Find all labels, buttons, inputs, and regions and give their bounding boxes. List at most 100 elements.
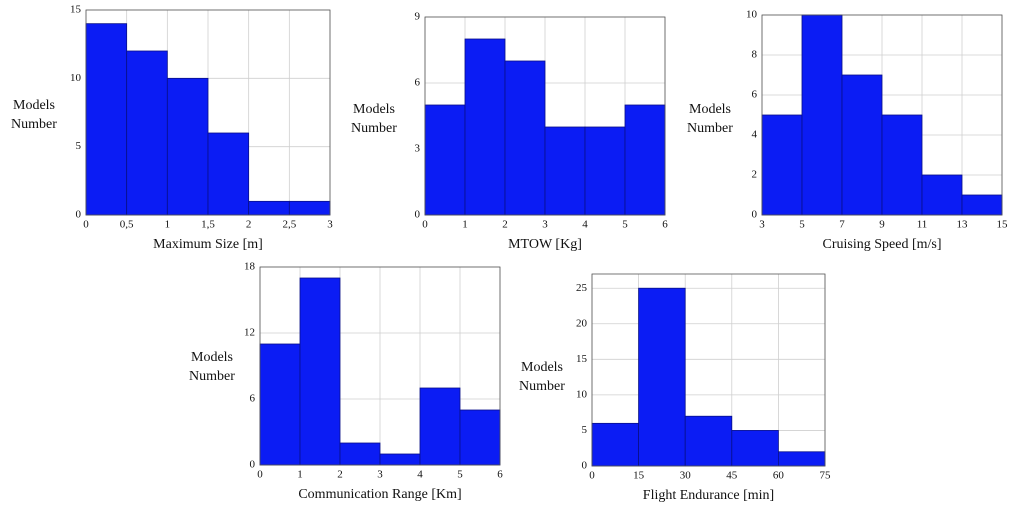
bar (731, 430, 779, 467)
x-axis-label: Flight Endurance [min] (643, 488, 774, 503)
bar (126, 50, 168, 216)
bar (288, 200, 331, 216)
y-tick-label: 20 (576, 317, 588, 329)
x-tick-label: 75 (820, 470, 832, 482)
x-tick-label: 4 (417, 469, 423, 481)
x-tick-label: 5 (457, 469, 463, 481)
bar (85, 23, 128, 216)
bar (584, 126, 626, 216)
y-axis-label: Models Number (351, 102, 397, 136)
x-axis-label: Maximum Size [m] (153, 237, 263, 252)
x-tick-label: 5 (799, 219, 805, 231)
bar (379, 453, 421, 466)
y-tick-label: 12 (244, 327, 255, 339)
y-tick-label: 4 (752, 129, 758, 141)
bar (624, 104, 666, 216)
y-tick-label: 0 (76, 209, 82, 221)
bar (299, 277, 341, 466)
y-tick-label: 10 (576, 388, 588, 400)
x-tick-label: 60 (773, 470, 785, 482)
x-tick-label: 15 (997, 219, 1009, 231)
x-tick-label: 0 (83, 219, 89, 231)
x-tick-label: 2 (502, 219, 508, 231)
y-tick-label: 5 (582, 424, 588, 436)
plot-frame (591, 273, 826, 467)
x-tick-label: 2,5 (282, 219, 296, 231)
bar (591, 422, 639, 467)
x-axis-label: Communication Range [Km] (298, 487, 461, 502)
y-tick-label: 25 (576, 282, 588, 294)
bar (459, 409, 501, 466)
plot-frame (259, 266, 501, 466)
bar (207, 132, 250, 216)
x-tick-label: 0 (422, 219, 428, 231)
bar (544, 126, 586, 216)
y-axis-label: Models Number (189, 350, 235, 384)
y-tick-label: 0 (582, 460, 588, 472)
x-tick-label: 9 (879, 219, 885, 231)
x-tick-label: 6 (497, 469, 503, 481)
y-tick-label: 10 (70, 72, 82, 84)
x-tick-label: 3 (542, 219, 548, 231)
y-tick-label: 9 (415, 11, 421, 23)
x-tick-label: 2 (246, 219, 252, 231)
x-axis-label: MTOW [Kg] (508, 237, 582, 252)
bar (424, 104, 466, 216)
x-tick-label: 3 (377, 469, 383, 481)
y-tick-label: 15 (70, 4, 82, 16)
y-tick-label: 6 (250, 393, 256, 405)
x-axis-label: Cruising Speed [m/s] (823, 237, 942, 252)
x-tick-label: 1,5 (201, 219, 215, 231)
y-tick-label: 10 (746, 9, 758, 21)
bar (259, 343, 301, 466)
x-tick-label: 4 (582, 219, 588, 231)
x-tick-label: 0 (257, 469, 263, 481)
y-tick-label: 2 (752, 169, 758, 181)
plot-frame (85, 9, 331, 216)
bar (638, 287, 686, 467)
bar (778, 451, 826, 467)
y-tick-label: 5 (76, 140, 82, 152)
bar (166, 77, 209, 216)
x-tick-label: 7 (839, 219, 845, 231)
bar (684, 415, 733, 467)
x-tick-label: 6 (662, 219, 668, 231)
x-tick-label: 0,5 (120, 219, 134, 231)
bar (841, 74, 883, 216)
bar (761, 114, 803, 216)
plot-frame (424, 16, 666, 216)
bar (504, 60, 546, 216)
bar (339, 442, 381, 466)
y-axis-label: Models Number (11, 98, 57, 132)
x-tick-label: 5 (622, 219, 628, 231)
bar (801, 14, 843, 216)
bar (464, 38, 506, 216)
y-tick-label: 3 (415, 143, 421, 155)
bar (248, 200, 290, 216)
x-tick-label: 2 (337, 469, 343, 481)
bar (961, 194, 1003, 216)
y-tick-label: 15 (576, 353, 588, 365)
bar (881, 114, 923, 216)
x-tick-label: 1 (297, 469, 303, 481)
y-tick-label: 18 (244, 261, 256, 273)
plot-frame (761, 14, 1003, 216)
x-tick-label: 30 (680, 470, 692, 482)
bar (419, 387, 461, 466)
x-tick-label: 45 (726, 470, 738, 482)
x-tick-label: 1 (165, 219, 171, 231)
x-tick-label: 11 (917, 219, 928, 231)
x-tick-label: 3 (759, 219, 765, 231)
y-tick-label: 0 (415, 209, 421, 221)
x-tick-label: 0 (589, 470, 595, 482)
x-tick-label: 1 (462, 219, 468, 231)
y-axis-label: Models Number (687, 102, 733, 136)
y-tick-label: 8 (752, 49, 758, 61)
x-tick-label: 15 (633, 470, 645, 482)
x-tick-label: 3 (327, 219, 333, 231)
y-tick-label: 6 (752, 89, 758, 101)
y-tick-label: 0 (752, 209, 758, 221)
y-tick-label: 0 (250, 459, 256, 471)
